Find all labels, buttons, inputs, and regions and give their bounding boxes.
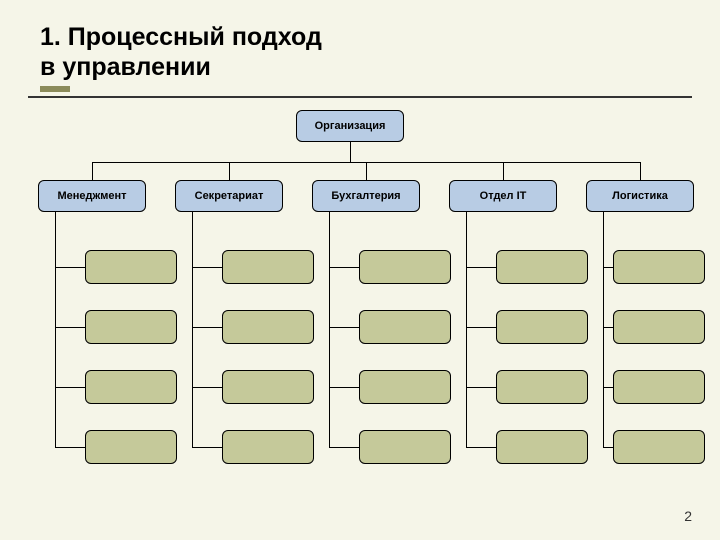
node-sub-4-2 [613,370,705,404]
title-line-1: 1. Процессный подход [40,23,322,51]
node-sub-2-1 [359,310,451,344]
node-sub-2-3 [359,430,451,464]
node-sub-3-0 [496,250,588,284]
conn-elbow-4-1 [603,327,613,328]
node-sub-0-2 [85,370,177,404]
title-underline [28,96,692,98]
conn-elbow-3-2 [466,387,496,388]
node-sub-3-2 [496,370,588,404]
node-root: Организация [296,110,404,142]
conn-elbow-0-2 [55,387,85,388]
node-sub-3-3 [496,430,588,464]
conn-trunk-4 [603,212,604,447]
node-sub-2-0 [359,250,451,284]
slide-title: 1. Процессный подход в управлении [0,0,720,90]
page-number: 2 [684,508,692,524]
title-accent [40,86,70,92]
node-sub-3-1 [496,310,588,344]
node-sub-1-0 [222,250,314,284]
conn-dept-drop-1 [229,162,230,180]
conn-trunk-0 [55,212,56,447]
conn-elbow-1-2 [192,387,222,388]
conn-elbow-4-2 [603,387,613,388]
conn-elbow-3-3 [466,447,496,448]
conn-elbow-0-1 [55,327,85,328]
node-sub-4-1 [613,310,705,344]
conn-dept-drop-2 [366,162,367,180]
conn-dept-drop-0 [92,162,93,180]
node-sub-1-1 [222,310,314,344]
conn-elbow-1-1 [192,327,222,328]
node-sub-2-2 [359,370,451,404]
node-sub-1-3 [222,430,314,464]
node-sub-4-3 [613,430,705,464]
conn-elbow-1-0 [192,267,222,268]
conn-elbow-2-0 [329,267,359,268]
conn-trunk-3 [466,212,467,447]
node-dept-4: Логистика [586,180,694,212]
node-dept-1: Секретариат [175,180,283,212]
title-line-2: в управлении [40,53,211,81]
node-sub-1-2 [222,370,314,404]
conn-elbow-4-0 [603,267,613,268]
conn-elbow-2-3 [329,447,359,448]
conn-elbow-1-3 [192,447,222,448]
node-dept-0: Менеджмент [38,180,146,212]
conn-elbow-3-1 [466,327,496,328]
org-chart: Организация Менеджмент Секретариат Бухгалте… [0,100,720,510]
conn-root-down [350,142,351,162]
conn-elbow-0-0 [55,267,85,268]
conn-elbow-3-0 [466,267,496,268]
node-sub-0-3 [85,430,177,464]
conn-elbow-2-1 [329,327,359,328]
node-sub-4-0 [613,250,705,284]
conn-elbow-4-3 [603,447,613,448]
node-dept-3: Отдел IT [449,180,557,212]
conn-trunk-1 [192,212,193,447]
conn-trunk-2 [329,212,330,447]
conn-dept-drop-3 [503,162,504,180]
conn-elbow-0-3 [55,447,85,448]
node-sub-0-0 [85,250,177,284]
node-dept-2: Бухгалтерия [312,180,420,212]
node-sub-0-1 [85,310,177,344]
conn-dept-drop-4 [640,162,641,180]
conn-elbow-2-2 [329,387,359,388]
